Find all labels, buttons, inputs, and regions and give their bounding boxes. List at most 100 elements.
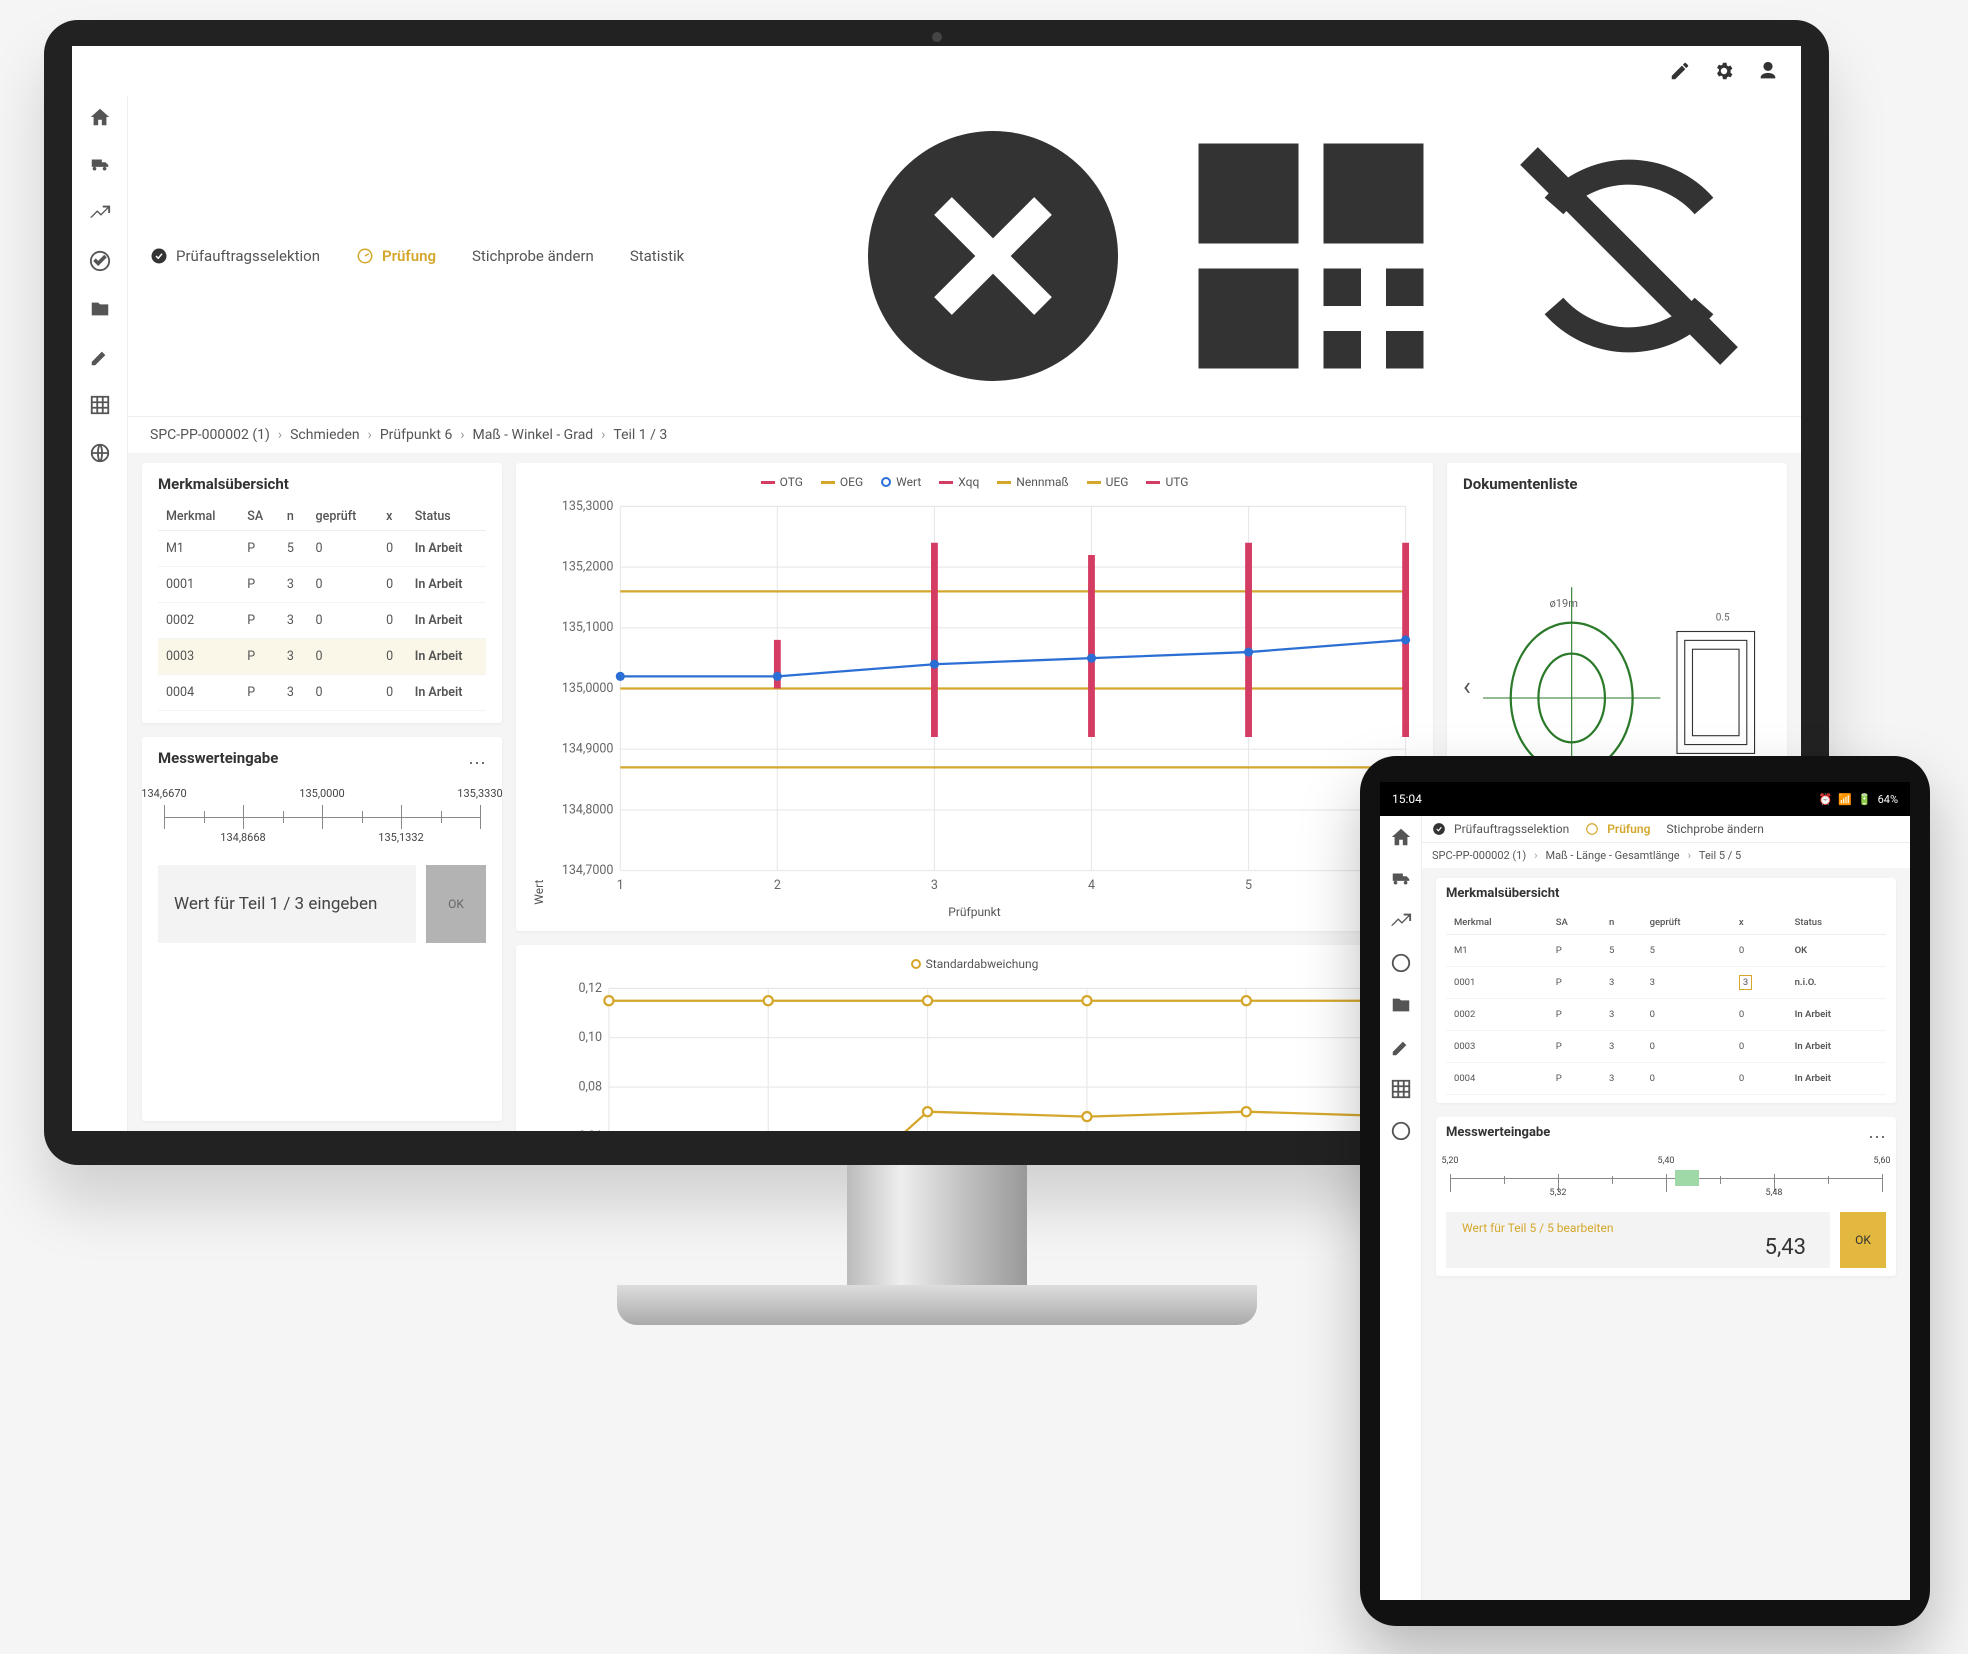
close-icon[interactable] (843, 104, 1143, 408)
crumb-0[interactable]: SPC-PP-000002 (1) (150, 427, 270, 443)
folder-icon[interactable] (89, 298, 111, 320)
tablet-messwert-card: Messwerteingabe ⋯ 5,205,405,605,325,48 W… (1436, 1117, 1896, 1276)
svg-text:0.5: 0.5 (1716, 612, 1730, 623)
tab-stichprobe[interactable]: Stichprobe ändern (472, 247, 594, 265)
messwert-title: Messwerteingabe (158, 749, 278, 767)
crumb-4[interactable]: Teil 1 / 3 (613, 427, 667, 443)
svg-text:135,3000: 135,3000 (562, 499, 614, 514)
tab-stichprobe[interactable]: Stichprobe ändern (1666, 822, 1763, 836)
more-icon[interactable]: ⋯ (468, 753, 486, 774)
breadcrumb: SPC-PP-000002 (1)› Schmieden› Prüfpunkt … (128, 417, 1801, 453)
ok-button[interactable]: OK (1840, 1212, 1886, 1268)
svg-text:0,12: 0,12 (579, 981, 603, 996)
tab-selection[interactable]: Prüfauftragsselektion (150, 247, 320, 265)
gear-icon[interactable] (1713, 60, 1735, 82)
svg-text:135,1000: 135,1000 (562, 620, 614, 635)
user-icon[interactable] (1757, 60, 1779, 82)
battery-icon: 🔋 (1858, 793, 1872, 806)
svg-text:135,0000: 135,0000 (562, 681, 614, 696)
svg-text:134,8000: 134,8000 (562, 802, 614, 817)
tab-pruefung[interactable]: Prüfung (356, 247, 436, 265)
home-icon[interactable] (1390, 826, 1412, 848)
svg-text:0,06: 0,06 (579, 1128, 603, 1131)
svg-text:135,2000: 135,2000 (562, 559, 614, 574)
wert-ylabel: Wert (532, 495, 546, 905)
tab-selection-label: Prüfauftragsselektion (176, 247, 320, 265)
nosync-icon[interactable] (1479, 104, 1779, 408)
crumb-1[interactable]: Schmieden (290, 427, 360, 443)
pencil-icon[interactable] (1390, 1036, 1412, 1058)
table-row[interactable]: M1P550OK (1446, 935, 1886, 967)
merkmal-table: MerkmalSAngeprüftxStatusM1P500In Arbeit0… (158, 503, 486, 711)
std-legend: Standardabweichung (532, 957, 1417, 971)
tablet-sidebar (1380, 816, 1422, 1600)
more-icon[interactable]: ⋯ (1868, 1127, 1886, 1148)
tab-pruefung-label: Prüfung (382, 247, 436, 265)
table-row[interactable]: 0003P300In Arbeit (158, 639, 486, 675)
std-chart: Standardabweichung Standardabweichung 0,… (516, 945, 1433, 1131)
tab-pruefung[interactable]: Prüfung (1585, 822, 1650, 836)
tablet-merkmal-card: Merkmalsübersicht MerkmalSAngeprüftxStat… (1436, 878, 1896, 1103)
grid-icon[interactable] (89, 394, 111, 416)
edit-icon[interactable] (1669, 60, 1691, 82)
tab-statistik[interactable]: Statistik (630, 247, 684, 265)
crumb-2[interactable]: Prüfpunkt 6 (380, 427, 453, 443)
table-row[interactable]: 0001P300In Arbeit (158, 567, 486, 603)
doc-prev-icon[interactable]: ‹ (1463, 672, 1471, 702)
grid-icon[interactable] (1390, 1078, 1412, 1100)
qr-icon[interactable] (1161, 104, 1461, 408)
tab-selection[interactable]: Prüfauftragsselektion (1432, 822, 1569, 836)
entry-label[interactable]: Wert für Teil 1 / 3 eingeben (158, 865, 416, 943)
crumb-3[interactable]: Maß - Winkel - Grad (473, 427, 594, 443)
svg-text:0,08: 0,08 (579, 1079, 603, 1094)
truck-icon[interactable] (1390, 868, 1412, 890)
folder-icon[interactable] (1390, 994, 1412, 1016)
tablet-statusbar: 15:04 ⏰ 📶 🔋 64% (1380, 782, 1910, 816)
wert-xlabel: Prüfpunkt (532, 905, 1417, 919)
ok-button[interactable]: OK (426, 865, 486, 943)
tablet-battery: 64% (1878, 793, 1898, 806)
wert-legend: OTGOEGWertXqqNennmaßUEGUTG (532, 475, 1417, 489)
tablet-merkmal-table: MerkmalSAngeprüftxStatusM1P550OK0001P333… (1446, 911, 1886, 1095)
table-row[interactable]: 0004P300In Arbeit (1446, 1063, 1886, 1095)
trend-icon[interactable] (89, 202, 111, 224)
svg-text:ø19m: ø19m (1549, 597, 1577, 610)
sidebar (72, 96, 128, 1131)
truck-icon[interactable] (89, 154, 111, 176)
svg-text:0,10: 0,10 (579, 1030, 603, 1045)
std-ylabel: Standardabweichung (532, 977, 546, 1131)
svg-text:4: 4 (1088, 878, 1095, 893)
dokumente-title: Dokumentenliste (1463, 475, 1771, 493)
alarm-icon: ⏰ (1818, 793, 1832, 806)
trend-icon[interactable] (1390, 910, 1412, 932)
svg-text:134,9000: 134,9000 (562, 742, 614, 757)
svg-text:3: 3 (931, 878, 938, 893)
table-row[interactable]: 0002P300In Arbeit (158, 603, 486, 639)
pencil-icon[interactable] (89, 346, 111, 368)
messwert-card: Messwerteingabe ⋯ 134,6670135,0000135,33… (142, 737, 502, 1121)
tablet-tabbar: Prüfauftragsselektion Prüfung Stichprobe… (1422, 816, 1910, 843)
svg-text:134,7000: 134,7000 (562, 863, 614, 878)
tablet-time: 15:04 (1392, 792, 1422, 806)
check-circle-icon[interactable] (89, 250, 111, 272)
topbar (72, 46, 1801, 96)
wert-chart: OTGOEGWertXqqNennmaßUEGUTG Wert 134,7000… (516, 463, 1433, 931)
svg-text:2: 2 (774, 878, 781, 893)
table-row[interactable]: 0002P300In Arbeit (1446, 999, 1886, 1031)
wifi-icon: 📶 (1838, 793, 1852, 806)
table-row[interactable]: M1P500In Arbeit (158, 531, 486, 567)
merkmal-title: Merkmalsübersicht (158, 475, 486, 493)
tablet-scale: 5,205,405,605,325,48 (1450, 1156, 1882, 1202)
table-row[interactable]: 0003P300In Arbeit (1446, 1031, 1886, 1063)
svg-text:1: 1 (617, 878, 624, 893)
value-scale: 134,6670135,0000135,3330134,8668135,1332 (164, 787, 480, 847)
globe-icon[interactable] (1390, 1120, 1412, 1142)
tablet-breadcrumb: SPC-PP-000002 (1)› Maß - Länge - Gesamtl… (1422, 843, 1910, 868)
tablet-entry[interactable]: Wert für Teil 5 / 5 bearbeiten 5,43 (1446, 1212, 1830, 1268)
table-row[interactable]: 0004P300In Arbeit (158, 675, 486, 711)
globe-icon[interactable] (89, 442, 111, 464)
table-row[interactable]: 0001P333n.i.O. (1446, 967, 1886, 999)
check-circle-icon[interactable] (1390, 952, 1412, 974)
home-icon[interactable] (89, 106, 111, 128)
svg-text:5: 5 (1245, 878, 1252, 893)
